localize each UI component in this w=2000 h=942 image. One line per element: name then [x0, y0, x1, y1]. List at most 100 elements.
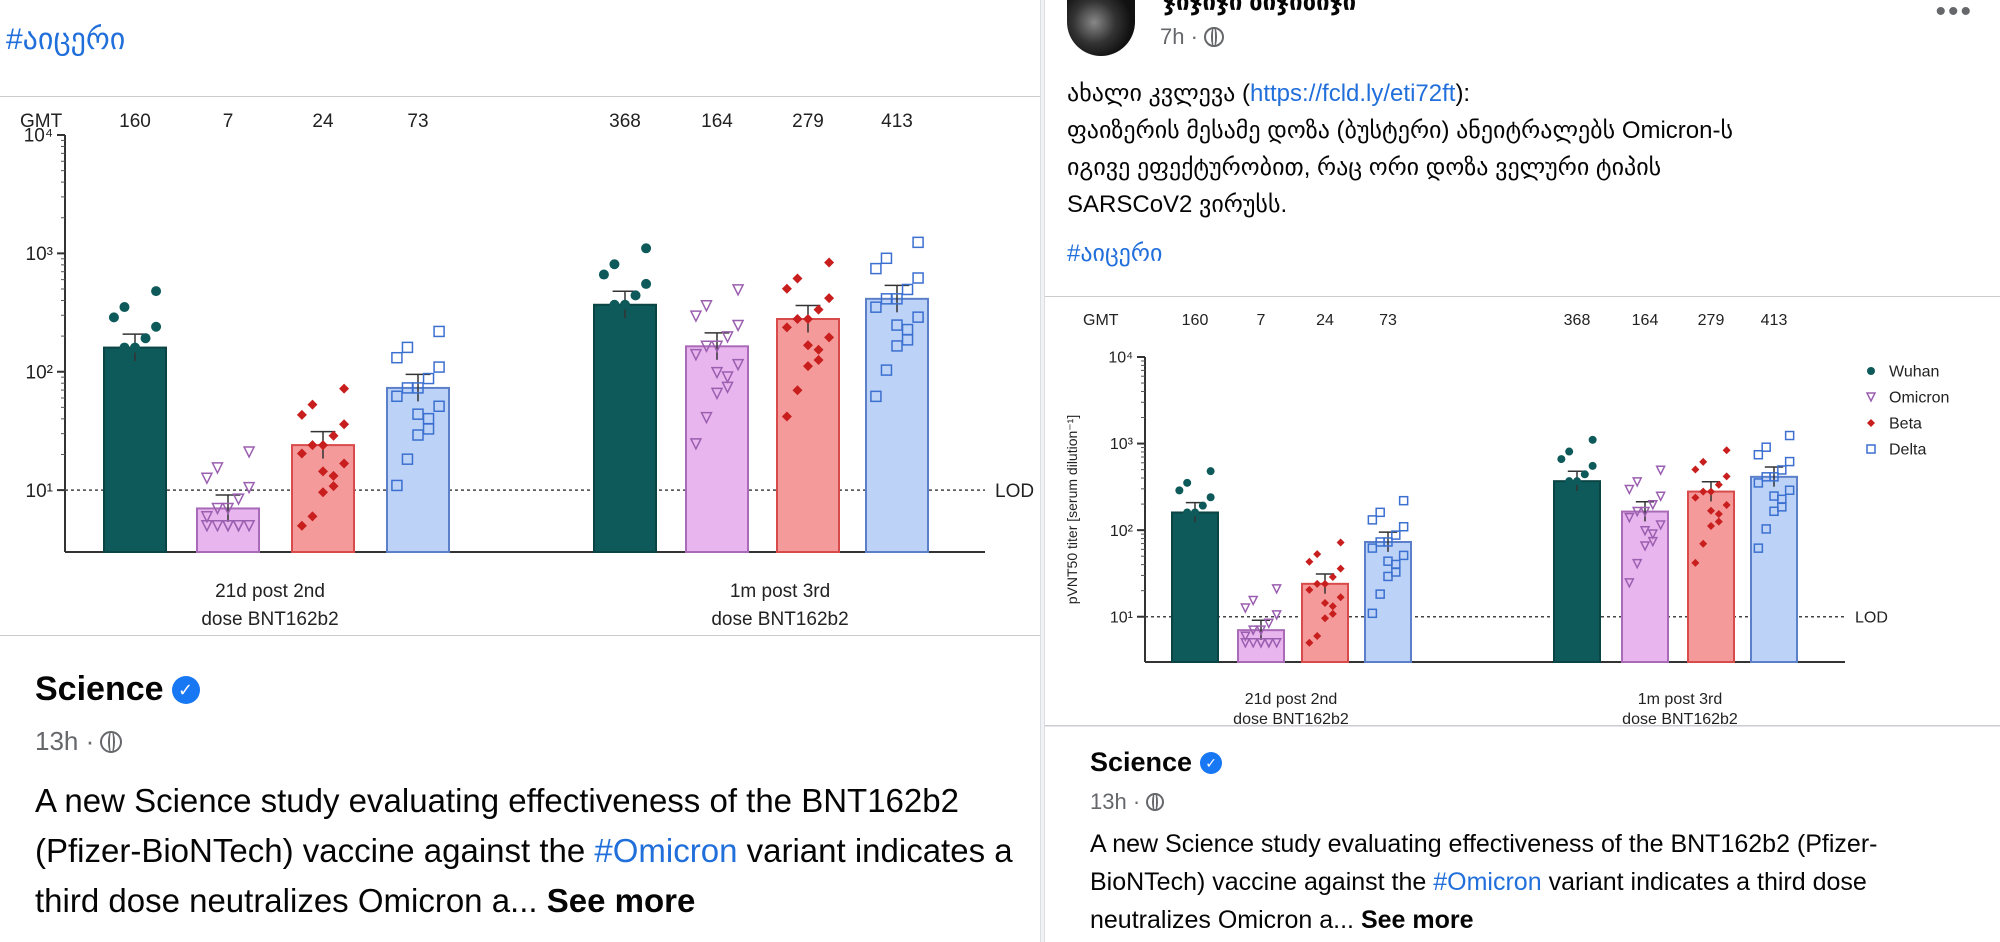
- data-point-delta: [433, 325, 445, 338]
- data-point-wuhan: [140, 333, 151, 344]
- more-options-icon[interactable]: •••: [1935, 0, 1973, 28]
- data-point-wuhan: [1198, 530, 1207, 539]
- body-text: იგივე ეფექტურობით, რაც ორი დოზა ველური ტ…: [1067, 154, 1662, 181]
- legend-label: Wuhan: [1889, 364, 1939, 381]
- data-point-delta: [891, 340, 903, 352]
- post-hashtag[interactable]: #აიცერი: [6, 23, 126, 56]
- data-point-wuhan: [151, 360, 162, 371]
- data-point-delta: [912, 272, 924, 284]
- data-point-beta: [1336, 593, 1345, 602]
- data-point-omicron: [1624, 512, 1635, 524]
- data-point-delta: [1367, 543, 1378, 553]
- data-point-omicron: [721, 381, 734, 395]
- data-point-omicron: [689, 348, 703, 362]
- bar-beta: [1687, 490, 1735, 663]
- author-name[interactable]: ჯიჯიჯი ბიჯიბიჯი: [1163, 0, 1357, 16]
- data-point-delta: [1753, 543, 1764, 553]
- data-point-delta: [1784, 456, 1795, 467]
- data-point-beta: [813, 355, 824, 366]
- lod-label: LOD: [1855, 609, 1888, 626]
- data-point-omicron: [200, 511, 214, 524]
- data-point-omicron: [211, 462, 224, 475]
- data-point-wuhan: [1573, 496, 1581, 505]
- data-point-omicron: [242, 481, 256, 495]
- data-point-omicron: [700, 411, 713, 425]
- data-point-beta: [1305, 638, 1314, 647]
- post-hashtag[interactable]: #აიცერი: [1067, 240, 1163, 267]
- body-text: ახალი კვლევა (: [1067, 80, 1250, 107]
- data-point-omicron: [1247, 625, 1259, 636]
- post-body: ახალი კვლევა (https://fcld.ly/eti72ft): …: [1067, 75, 1987, 272]
- data-point-omicron: [1647, 529, 1659, 540]
- data-point-delta: [912, 236, 924, 249]
- see-more-link[interactable]: See more: [546, 882, 696, 919]
- data-point-omicron: [700, 340, 713, 353]
- data-point-beta: [792, 385, 803, 396]
- data-point-delta: [1367, 515, 1378, 525]
- data-point-delta: [1784, 430, 1795, 441]
- data-point-omicron: [689, 438, 703, 451]
- shared-text-b: variant indicates a third dose neutraliz…: [1090, 868, 1867, 934]
- data-point-delta: [391, 479, 403, 492]
- data-point-beta: [1321, 614, 1329, 623]
- data-point-beta: [1321, 579, 1329, 588]
- chart-svg: GMT 10¹ 10² 10³ 10⁴ LOD 160 7 24 73 368 164 279 413 21…: [1064, 312, 1949, 725]
- see-more-link[interactable]: See more: [1360, 906, 1474, 934]
- data-point-wuhan: [1191, 508, 1199, 517]
- data-point-beta: [792, 313, 803, 324]
- data-point-delta: [1398, 521, 1409, 532]
- shared-time[interactable]: 13h ·: [1090, 789, 1141, 814]
- data-point-delta: [422, 423, 435, 435]
- data-point-omicron: [1639, 506, 1651, 518]
- shared-text-b: variant indicates a third dose neutraliz…: [35, 832, 1013, 919]
- data-point-omicron: [1639, 526, 1651, 537]
- shared-post[interactable]: Science ✓ 13h · A new Science study eval…: [1045, 726, 2000, 942]
- gmt-value: 24: [1316, 312, 1334, 329]
- shared-text-a: A new Science study evaluating effective…: [1090, 830, 1878, 896]
- data-point-delta: [1753, 478, 1764, 488]
- shared-post[interactable]: Science ✓ 13h · A new Science study eval…: [0, 648, 1040, 942]
- shared-hashtag[interactable]: #Omicron: [594, 832, 738, 869]
- data-point-wuhan: [108, 350, 119, 361]
- post-link[interactable]: https://fcld.ly/eti72ft: [1250, 80, 1456, 107]
- data-point-omicron: [1240, 631, 1251, 642]
- data-point-omicron: [1631, 558, 1643, 570]
- shared-time[interactable]: 13h ·: [35, 726, 95, 756]
- y-tick-label: 10²: [1110, 523, 1134, 540]
- data-point-omicron: [232, 493, 245, 506]
- data-point-beta: [1714, 510, 1723, 519]
- author-avatar[interactable]: [1067, 0, 1135, 56]
- gmt-value: 73: [1379, 312, 1397, 329]
- shared-author-name[interactable]: Science: [1090, 747, 1193, 777]
- post-time[interactable]: 7h ·: [1160, 24, 1198, 49]
- data-point-omicron: [1240, 603, 1251, 614]
- data-point-beta: [1328, 609, 1337, 618]
- data-point-omicron: [731, 319, 745, 333]
- data-point-wuhan: [119, 302, 130, 313]
- data-point-delta: [1383, 556, 1393, 566]
- data-point-wuhan: [108, 312, 119, 323]
- shared-author-name[interactable]: Science: [35, 670, 164, 708]
- lod-label: LOD: [995, 481, 1034, 502]
- data-point-beta: [296, 448, 307, 459]
- data-point-beta: [1336, 564, 1345, 573]
- gmt-value: 413: [1761, 312, 1788, 329]
- gmt-value: 413: [881, 111, 913, 132]
- data-point-wuhan: [119, 413, 130, 424]
- data-point-omicron: [1624, 484, 1635, 496]
- data-point-beta: [1305, 585, 1314, 594]
- data-point-delta: [1383, 537, 1393, 547]
- shared-hashtag[interactable]: #Omicron: [1433, 868, 1542, 896]
- left-post-card: #აიცერი GMT 10¹ 10² 10³ 10⁴ LOD 160 7 24 73 368 164…: [0, 0, 1041, 942]
- gmt-label: GMT: [1083, 312, 1119, 329]
- data-point-wuhan: [1206, 521, 1215, 530]
- chart-image[interactable]: GMT 10¹ 10² 10³ 10⁴ LOD 160 7 24 73 368 164 279 413 21…: [0, 96, 1040, 636]
- chart-image[interactable]: GMT 10¹ 10² 10³ 10⁴ LOD 160 7 24 73 368 164 279 413 21…: [1045, 296, 2000, 726]
- data-point-omicron: [1255, 625, 1267, 636]
- data-point-wuhan: [620, 346, 630, 357]
- data-point-delta: [1367, 608, 1378, 619]
- data-point-delta: [1375, 507, 1385, 518]
- y-tick-label: 10¹: [1110, 609, 1133, 626]
- bar-delta: [1750, 475, 1798, 663]
- data-point-omicron: [1263, 618, 1275, 629]
